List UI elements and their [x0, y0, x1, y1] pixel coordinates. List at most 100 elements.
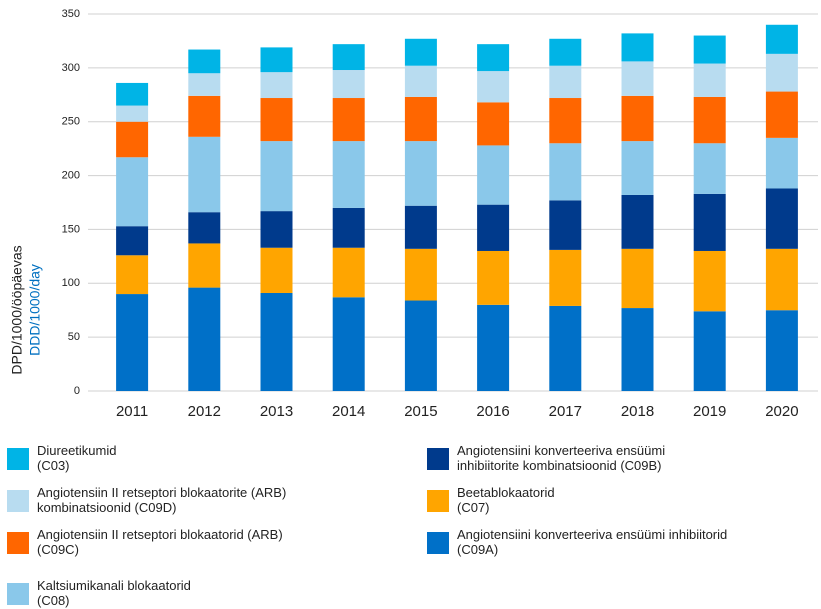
bar-segment: [765, 24, 798, 54]
bar-segment: [116, 255, 149, 295]
legend-swatch: [427, 448, 449, 470]
bar-segment: [260, 211, 293, 248]
bar-segment: [477, 145, 510, 205]
y-tick-label: 100: [62, 277, 80, 289]
bar-segment: [188, 95, 221, 137]
legend-label: Beetablokaatorid (C07): [457, 485, 555, 515]
bar-segment: [765, 248, 798, 311]
bar-segment: [693, 250, 726, 312]
bar-segment: [693, 143, 726, 194]
bar-segment: [765, 91, 798, 138]
y-tick-label: 350: [62, 8, 80, 20]
bar-segment: [549, 98, 582, 144]
bar-segment: [404, 65, 437, 97]
x-tick-label: 2018: [621, 403, 654, 420]
legend-swatch: [7, 448, 29, 470]
bar-segment: [404, 38, 437, 66]
y-axis-label: DPD/1000/ööpäevas: [9, 245, 25, 374]
x-tick-label: 2011: [116, 403, 148, 420]
bar-segment: [477, 204, 510, 251]
bar-segment: [404, 248, 437, 301]
bar-segment: [260, 292, 293, 391]
bar-segment: [188, 287, 221, 391]
x-tick-label: 2014: [332, 403, 365, 420]
bar-segment: [332, 207, 365, 248]
legend-label: Angiotensiini konverteeriva ensüümi inhi…: [457, 527, 728, 557]
bar-segment: [765, 310, 798, 391]
y-tick-label: 0: [74, 385, 80, 397]
bar-segment: [549, 305, 582, 391]
legend-label: Angiotensiin II retseptori blokaatorid (…: [37, 527, 283, 557]
bar-segment: [621, 95, 654, 142]
x-tick-label: 2015: [404, 403, 437, 420]
y-tick-label: 150: [62, 223, 80, 235]
bar-segment: [765, 137, 798, 189]
y-tick-label: 50: [68, 331, 80, 343]
legend-swatch: [7, 583, 29, 605]
bar-segment: [621, 194, 654, 249]
bar-segment: [116, 294, 149, 391]
bar-segment: [621, 33, 654, 62]
bar-segment: [765, 53, 798, 92]
bar-segment: [332, 247, 365, 298]
x-tick-label: 2017: [549, 403, 582, 420]
bar-segment: [116, 82, 149, 106]
bar-segment: [477, 304, 510, 391]
chart: DPD/1000/ööpäevas DDD/1000/day 0 50 100 150…: [9, 8, 818, 420]
x-tick-label: 2013: [260, 403, 293, 420]
bar-segment: [549, 249, 582, 306]
legend-label: Diureetikumid (C03): [37, 443, 117, 473]
legend-swatch: [427, 532, 449, 554]
bar-segment: [404, 300, 437, 391]
bar-segment: [621, 61, 654, 96]
bar-segment: [188, 136, 221, 213]
x-tick-label: 2020: [765, 403, 798, 420]
bar-segment: [477, 44, 510, 72]
bar-segment: [188, 73, 221, 96]
y-tick-label: 250: [62, 116, 80, 128]
bar-segment: [693, 35, 726, 64]
bar-segment: [332, 70, 365, 99]
x-tick-label: 2016: [476, 403, 509, 420]
bar-segment: [260, 141, 293, 212]
legend-swatch: [7, 532, 29, 554]
bar-segment: [116, 121, 149, 158]
bar-segment: [549, 65, 582, 99]
y-tick-label: 200: [62, 169, 80, 181]
bar-segment: [693, 96, 726, 144]
bar-segment: [621, 141, 654, 195]
bar-segment: [332, 141, 365, 208]
x-tick-label: 2012: [188, 403, 221, 420]
bar-segment: [404, 96, 437, 142]
legend-label: Kaltsiumikanali blokaatorid (C08): [37, 578, 191, 608]
bar-segment: [404, 141, 437, 206]
bar-segment: [260, 98, 293, 142]
bar-segment: [549, 38, 582, 66]
y-tick-label: 300: [62, 62, 80, 74]
bar-segment: [765, 188, 798, 249]
bar-segment: [621, 248, 654, 309]
bar-segment: [477, 250, 510, 305]
bar-segment: [477, 71, 510, 103]
bar-segment: [332, 297, 365, 391]
bar-segment: [116, 226, 149, 256]
legend-swatch: [427, 490, 449, 512]
bar-segment: [332, 44, 365, 71]
y-axis-label-en: DDD/1000/day: [27, 264, 43, 356]
bar-segment: [477, 102, 510, 146]
bar-segment: [116, 105, 149, 122]
bar-segment: [621, 308, 654, 391]
bar-segment: [260, 72, 293, 99]
bar-segment: [549, 143, 582, 201]
x-tick-label: 2019: [693, 403, 726, 420]
bar-segment: [188, 243, 221, 288]
bar-segment: [188, 212, 221, 244]
bar-segment: [260, 47, 293, 73]
bar-segment: [693, 63, 726, 97]
bar-segment: [116, 157, 149, 227]
legend-swatch: [7, 490, 29, 512]
bar-segment: [693, 311, 726, 391]
bar-segment: [332, 98, 365, 142]
bar-segment: [188, 49, 221, 74]
